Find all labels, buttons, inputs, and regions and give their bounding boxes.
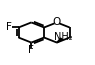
Text: F: F xyxy=(6,22,12,32)
Text: F: F xyxy=(28,45,34,55)
Text: NH₂: NH₂ xyxy=(54,32,73,42)
Text: O: O xyxy=(53,17,61,27)
Polygon shape xyxy=(57,38,63,43)
